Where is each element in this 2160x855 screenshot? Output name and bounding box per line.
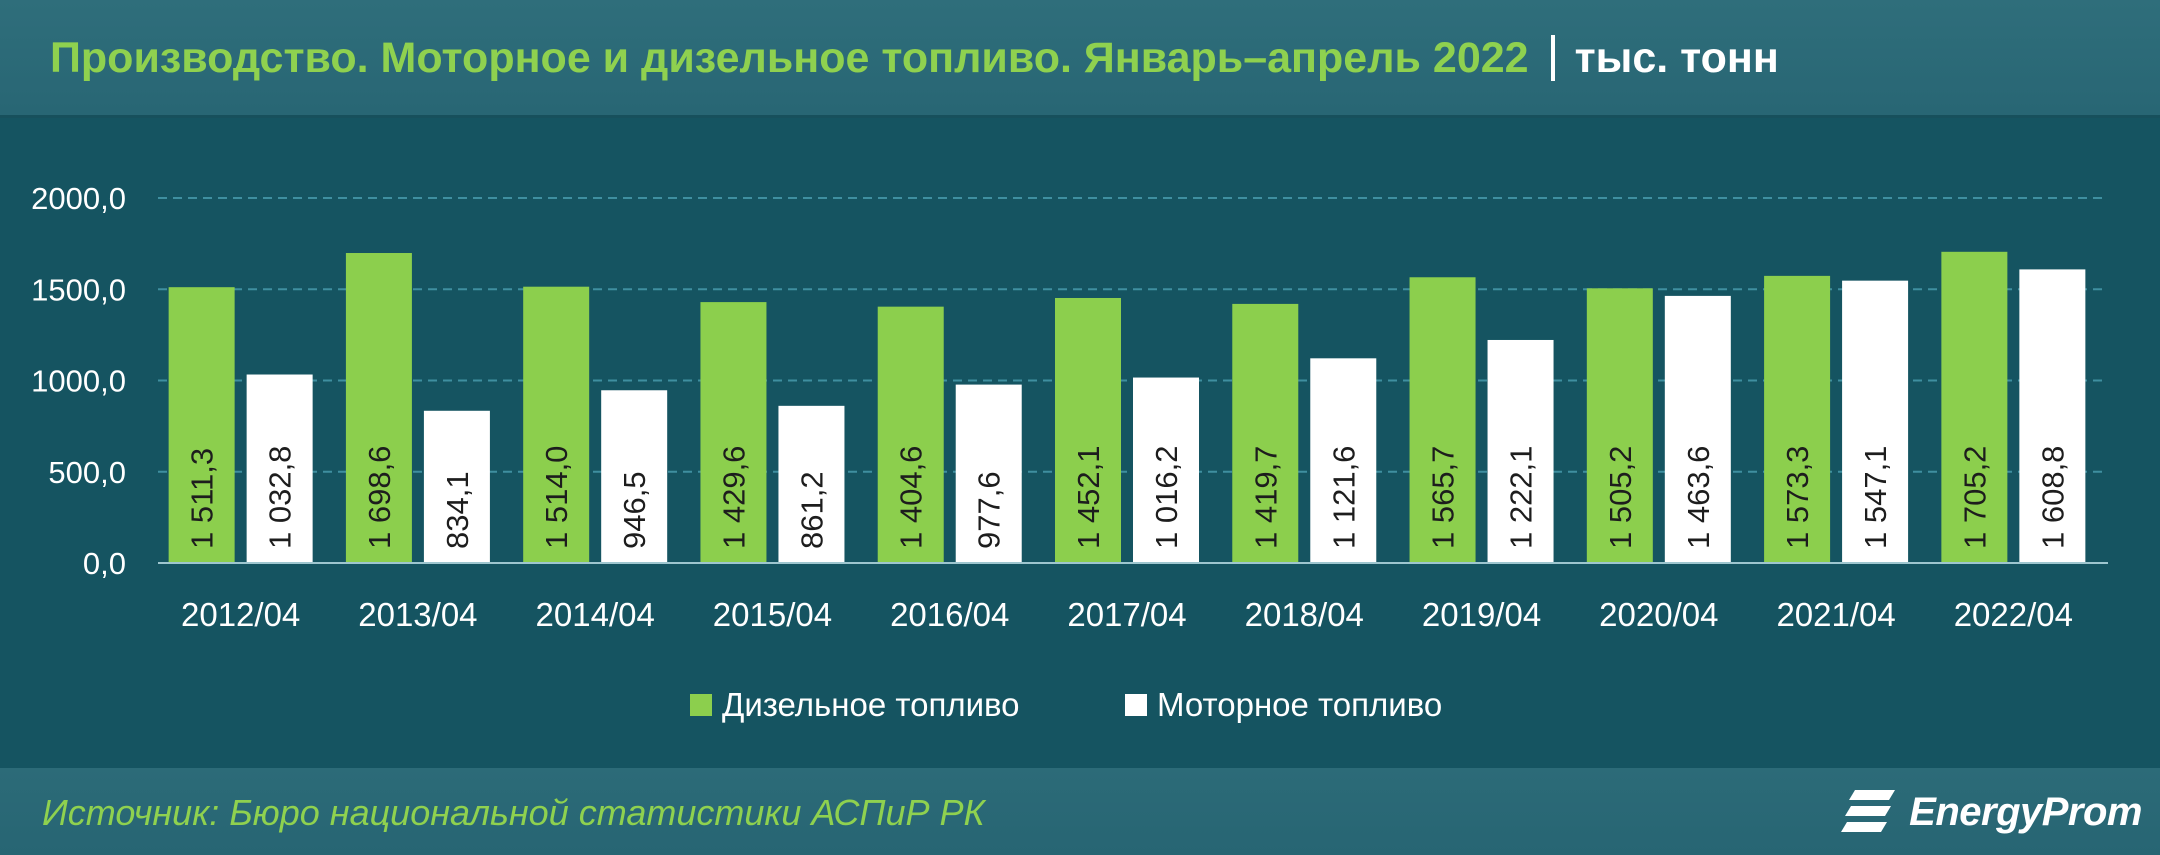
chart-footer: Источник: Бюро национальной статистики А…	[0, 768, 2160, 855]
bar-diesel	[1055, 297, 1121, 563]
data-label: 1 698,6	[362, 446, 397, 549]
y-tick-label: 0,0	[83, 546, 126, 581]
bar-motor	[423, 410, 490, 563]
x-tick-label: 2019/04	[1422, 596, 1541, 633]
bar-diesel	[345, 253, 412, 563]
data-label: 1 429,6	[716, 446, 751, 549]
legend-label: Дизельное топливо	[722, 686, 1020, 723]
y-tick-label: 500,0	[48, 455, 126, 490]
legend-swatch	[1125, 694, 1147, 716]
legend-label: Моторное топливо	[1157, 686, 1442, 723]
bar-motor	[246, 374, 313, 563]
bar-diesel	[1764, 275, 1831, 563]
data-label: 1 705,2	[1957, 446, 1992, 549]
data-label: 946,5	[617, 471, 652, 549]
x-tick-label: 2022/04	[1954, 596, 2073, 633]
logo-text: EnergyProm	[1909, 789, 2142, 834]
chart-header: Производство. Моторное и дизельное топли…	[0, 0, 2160, 118]
bar-diesel	[1409, 277, 1476, 563]
legend-swatch	[690, 694, 712, 716]
data-label: 1 452,1	[1071, 446, 1106, 549]
data-label: 1 121,6	[1326, 446, 1361, 549]
energyprom-logo: EnergyProm	[1841, 782, 2142, 842]
x-tick-label: 2013/04	[358, 596, 477, 633]
bar-motor	[1487, 339, 1554, 563]
data-label: 1 514,0	[539, 446, 574, 549]
data-label: 861,2	[794, 471, 829, 549]
x-tick-label: 2015/04	[713, 596, 832, 633]
data-label: 1 016,2	[1149, 446, 1184, 549]
data-label: 1 547,1	[1858, 446, 1893, 549]
bar-motor	[1133, 377, 1199, 563]
chart-title: Производство. Моторное и дизельное топли…	[50, 33, 1529, 82]
bar-diesel	[1232, 303, 1299, 563]
energyprom-logo-icon	[1841, 790, 1896, 832]
bar-motor	[1842, 280, 1909, 563]
y-tick-label: 2000,0	[31, 181, 126, 216]
bar-motor	[2019, 269, 2086, 563]
data-label: 1 505,2	[1603, 446, 1638, 549]
x-tick-label: 2017/04	[1067, 596, 1186, 633]
data-label: 1 463,6	[1681, 446, 1716, 549]
x-tick-label: 2012/04	[181, 596, 300, 633]
data-label: 1 511,3	[185, 448, 220, 549]
bar-diesel	[700, 302, 767, 563]
chart-panel: 0,0 500,0 1000,0 1500,0 2000,0 1 511,3 1 032,8…	[0, 118, 2160, 768]
data-label: 1 608,8	[2035, 446, 2070, 549]
bar-motor	[778, 405, 845, 563]
bar-chart: 0,0 500,0 1000,0 1500,0 2000,0 1 511,3 1 032,8…	[31, 181, 2108, 723]
bar-diesel	[523, 286, 590, 563]
data-label: 1 565,7	[1426, 446, 1461, 549]
chart-unit: тыс. тонн	[1574, 33, 1779, 82]
x-tick-label: 2014/04	[536, 596, 655, 633]
x-tick-label: 2021/04	[1776, 596, 1895, 633]
y-tick-label: 1000,0	[31, 364, 126, 399]
bar-motor	[601, 390, 668, 563]
data-label: 1 222,1	[1504, 446, 1539, 549]
bar-motor	[1664, 295, 1731, 563]
x-tick-label: 2018/04	[1245, 596, 1364, 633]
bar-diesel	[168, 287, 235, 563]
bar-diesel	[1586, 288, 1653, 563]
bar-diesel	[877, 306, 944, 563]
data-label: 1 032,8	[263, 446, 298, 549]
data-label: 977,6	[972, 471, 1007, 549]
data-label: 1 404,6	[894, 446, 929, 549]
bar-motor	[955, 384, 1022, 563]
x-tick-label: 2020/04	[1599, 596, 1718, 633]
data-label: 1 573,3	[1780, 446, 1815, 549]
title-row: Производство. Моторное и дизельное топли…	[50, 22, 1779, 94]
source-note: Источник: Бюро национальной статистики А…	[42, 792, 985, 833]
bar-motor	[1310, 358, 1377, 563]
data-label: 1 419,7	[1248, 446, 1283, 549]
title-separator	[1550, 35, 1555, 81]
bar-diesel	[1941, 251, 2008, 563]
x-tick-label: 2016/04	[890, 596, 1009, 633]
y-tick-label: 1500,0	[31, 272, 126, 307]
data-label: 834,1	[440, 471, 475, 549]
